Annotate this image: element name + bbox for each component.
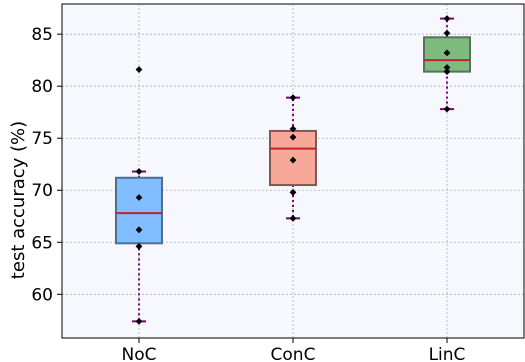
axis-ticks: 60 65 70 75 80 85 NoC ConC LinC bbox=[31, 25, 465, 362]
y-tick-label: 65 bbox=[31, 233, 53, 253]
data-point bbox=[443, 68, 451, 76]
data-point bbox=[135, 66, 143, 73]
y-tick-label: 85 bbox=[31, 25, 53, 45]
x-tick-label-conc: ConC bbox=[271, 345, 316, 362]
data-point bbox=[443, 64, 451, 71]
box-iqr bbox=[115, 176, 163, 245]
box-group-linc bbox=[423, 15, 471, 113]
data-point bbox=[443, 29, 451, 37]
data-point bbox=[443, 15, 451, 22]
x-tick-label-linc: LinC bbox=[429, 345, 466, 362]
data-point bbox=[289, 156, 297, 164]
data-point bbox=[289, 125, 297, 133]
data-point bbox=[135, 226, 143, 234]
data-point bbox=[289, 94, 297, 102]
box-group-conc bbox=[269, 94, 317, 222]
data-point bbox=[135, 168, 143, 175]
x-tick-label-noc: NoC bbox=[122, 345, 157, 362]
y-tick-label: 60 bbox=[31, 285, 53, 305]
y-tick-label: 80 bbox=[31, 77, 53, 97]
data-point bbox=[443, 105, 451, 113]
boxes-layer bbox=[115, 15, 471, 325]
data-point bbox=[289, 214, 297, 222]
data-point bbox=[135, 194, 143, 201]
data-point bbox=[289, 188, 297, 196]
data-point bbox=[289, 133, 297, 141]
box-group-noc bbox=[115, 66, 163, 325]
y-axis-label: test accuracy (%) bbox=[8, 121, 29, 279]
data-point bbox=[135, 317, 143, 325]
y-tick-label: 75 bbox=[31, 129, 53, 149]
data-point bbox=[135, 243, 143, 250]
y-tick-label: 70 bbox=[31, 181, 53, 201]
data-point bbox=[443, 49, 451, 57]
